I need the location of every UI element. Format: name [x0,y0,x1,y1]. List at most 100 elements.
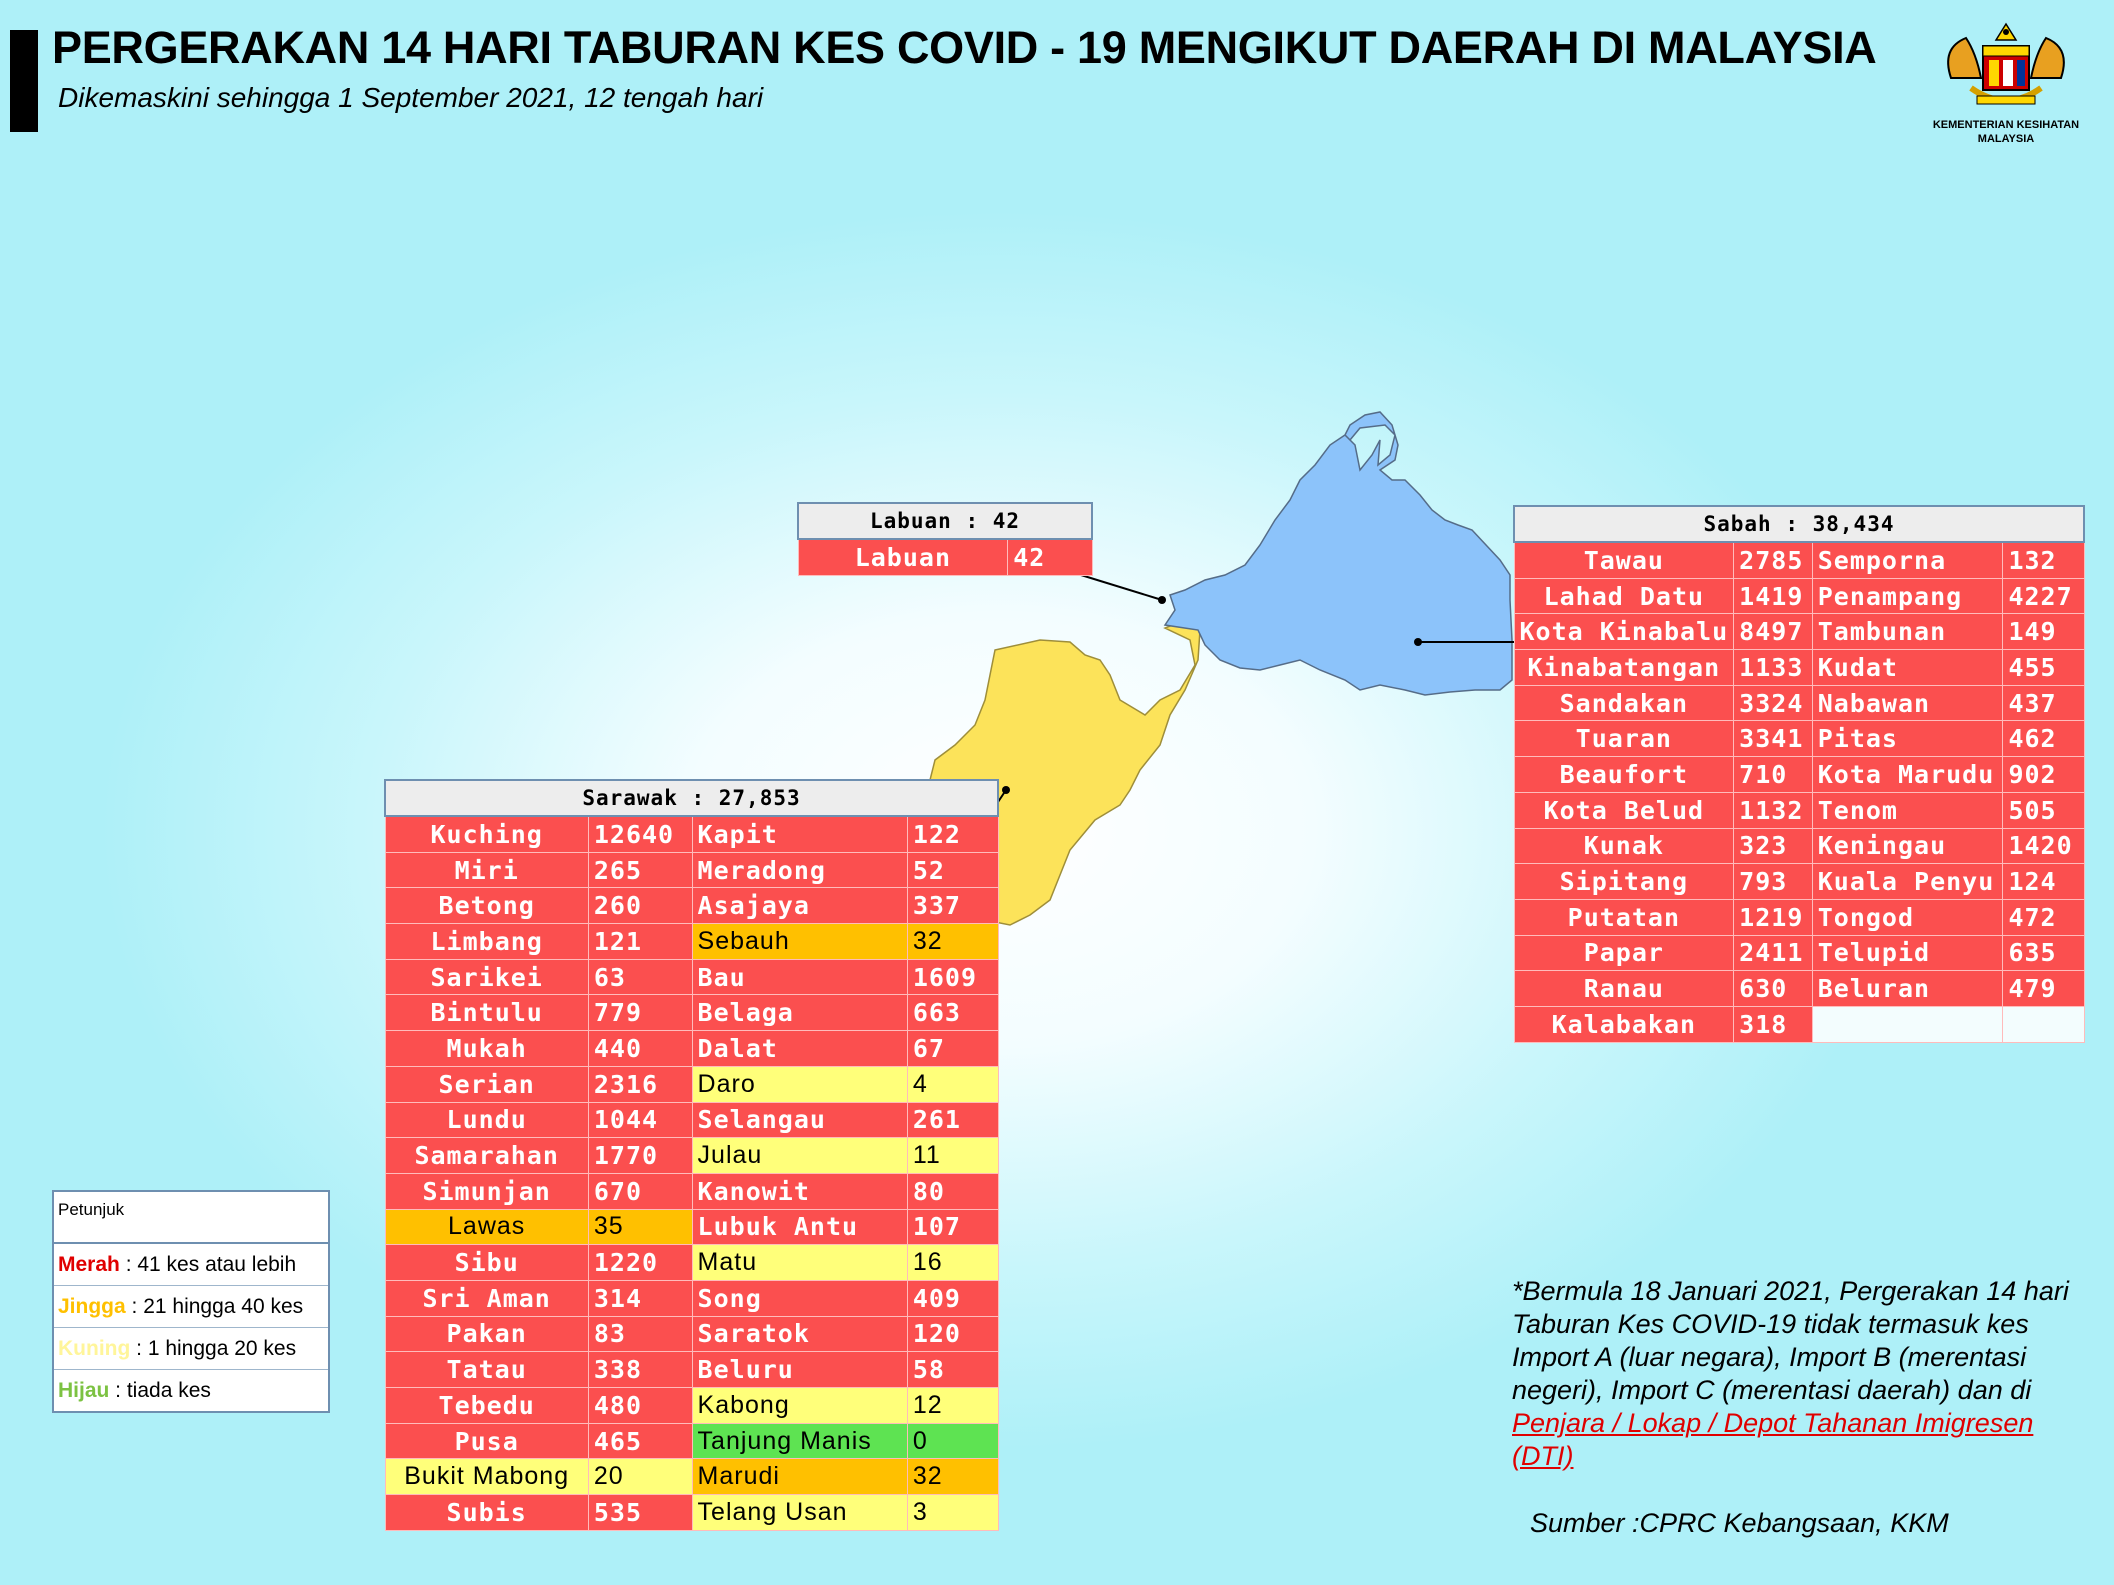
district-name: Kota Marudu [1811,756,2004,793]
district-name: Bintulu [384,994,589,1032]
district-cases: 710 [1733,756,1813,793]
table-row: Tatau 338 Beluru 58 [384,1351,999,1388]
district-name: Sibu [384,1244,589,1281]
district-cases: 318 [1733,1005,1813,1043]
district-name: Bukit Mabong [384,1458,589,1496]
table-row: Bukit Mabong 20 Marudi 32 [384,1458,999,1496]
district-cases: 440 [587,1030,693,1067]
sarawak-table-title: Sarawak : 27,853 [384,779,999,817]
district-cases: 670 [587,1172,693,1210]
district-cases: 12640 [587,815,693,853]
district-name: Lahad Datu [1513,577,1735,615]
district-cases: 1133 [1733,649,1813,686]
legend-text-merah: : 41 kes atau lebih [119,1253,297,1276]
district-name: Samarahan [384,1137,589,1174]
sabah-marker [1414,638,1422,646]
table-row: Lahad Datu 1419 Penampang 4227 [1513,577,2085,615]
district-name: Ranau [1513,970,1735,1007]
district-name [1811,1005,2004,1043]
table-row: Bintulu 779 Belaga 663 [384,994,999,1032]
labuan-table-title: Labuan : 42 [797,502,1093,540]
table-row: Sibu 1220 Matu 16 [384,1244,999,1281]
logo-text-line-2: MALAYSIA [1977,133,2035,145]
district-name: Kabong [691,1387,908,1424]
district-cases: 1044 [587,1101,693,1139]
district-name: Tongod [1811,898,2004,936]
district-cases: 0 [906,1422,999,1460]
district-cases: 630 [1733,970,1813,1007]
district-cases: 265 [587,851,693,889]
district-name: Song [691,1279,908,1317]
district-cases: 455 [2002,649,2085,686]
district-name: Tatau [384,1351,589,1388]
district-cases: 323 [1733,827,1813,865]
table-row: Kota Kinabalu 8497 Tambunan 149 [1513,613,2085,651]
district-cases: 4227 [2002,577,2085,615]
district-cases: 32 [906,923,999,960]
legend-text-kuning: : 1 hingga 20 kes [130,1337,297,1360]
table-row: Kinabatangan 1133 Kudat 455 [1513,649,2085,686]
district-name: Kuching [384,815,589,853]
district-cases: 2785 [1733,541,1813,579]
table-row: Sipitang 793 Kuala Penyu 124 [1513,863,2085,900]
district-name: Sebauh [691,923,908,960]
district-cases: 902 [2002,756,2085,793]
district-name: Putatan [1513,898,1735,936]
page-title: PERGERAKAN 14 HARI TABURAN KES COVID - 1… [52,22,1877,73]
legend-text-hijau: : tiada kes [109,1379,211,1402]
district-cases: 793 [1733,863,1813,900]
district-cases: 1420 [2002,827,2085,865]
district-cases: 11 [906,1137,999,1174]
table-row: Mukah 440 Dalat 67 [384,1030,999,1067]
source-text: Sumber :CPRC Kebangsaan, KKM [1530,1508,1949,1538]
district-name: Lawas [384,1208,589,1246]
table-row: Beaufort 710 Kota Marudu 902 [1513,756,2085,793]
district-name: Keningau [1811,827,2004,865]
district-name: Semporna [1811,541,2004,579]
district-name: Julau [691,1137,908,1174]
district-name: Sri Aman [384,1279,589,1317]
district-cases: 3324 [1733,684,1813,722]
sabah-region[interactable] [1163,411,1513,696]
district-cases: 462 [2002,720,2085,758]
district-cases: 58 [906,1351,999,1388]
district-name: Beluran [1811,970,2004,1007]
legend-key-merah: Merah [58,1253,120,1276]
district-cases: 107 [906,1208,999,1246]
legend-item-merah: Merah : 41 kes atau lebih [54,1244,328,1286]
table-row: Kota Belud 1132 Tenom 505 [1513,791,2085,829]
district-name: Penampang [1811,577,2004,615]
legend-text-jingga: : 21 hingga 40 kes [125,1295,304,1318]
district-name: Beaufort [1513,756,1735,793]
footnote-text: *Bermula 18 Januari 2021, Pergerakan 14 … [1512,1276,2069,1405]
legend-key-hijau: Hijau [58,1379,110,1402]
legend-key-jingga: Jingga [58,1295,126,1318]
district-cases: 314 [587,1279,693,1317]
table-row: Pakan 83 Saratok 120 [384,1315,999,1353]
table-row: Papar 2411 Telupid 635 [1513,934,2085,972]
district-cases: 535 [587,1494,693,1531]
district-cases: 1132 [1733,791,1813,829]
district-cases: 409 [906,1279,999,1317]
district-name: Limbang [384,923,589,960]
footnote-link[interactable]: Penjara / Lokap / Depot Tahanan Imigrese… [1512,1408,2034,1471]
table-row: Betong 260 Asajaya 337 [384,887,999,925]
district-name: Kota Kinabalu [1513,613,1735,651]
district-name: Lubuk Antu [691,1208,908,1246]
district-cases: 42 [1007,538,1093,576]
district-cases: 663 [906,994,999,1032]
district-name: Meradong [691,851,908,889]
district-cases: 63 [587,958,693,996]
district-cases: 3 [906,1494,999,1531]
district-name: Kanowit [691,1172,908,1210]
district-name: Simunjan [384,1172,589,1210]
legend-item-hijau: Hijau : tiada kes [54,1370,328,1411]
district-name: Belaga [691,994,908,1032]
table-row: Lundu 1044 Selangau 261 [384,1101,999,1139]
table-row: Simunjan 670 Kanowit 80 [384,1172,999,1210]
district-name: Tawau [1513,541,1735,579]
table-row: Limbang 121 Sebauh 32 [384,923,999,960]
district-name: Sarikei [384,958,589,996]
district-cases: 261 [906,1101,999,1139]
district-name: Pitas [1811,720,2004,758]
